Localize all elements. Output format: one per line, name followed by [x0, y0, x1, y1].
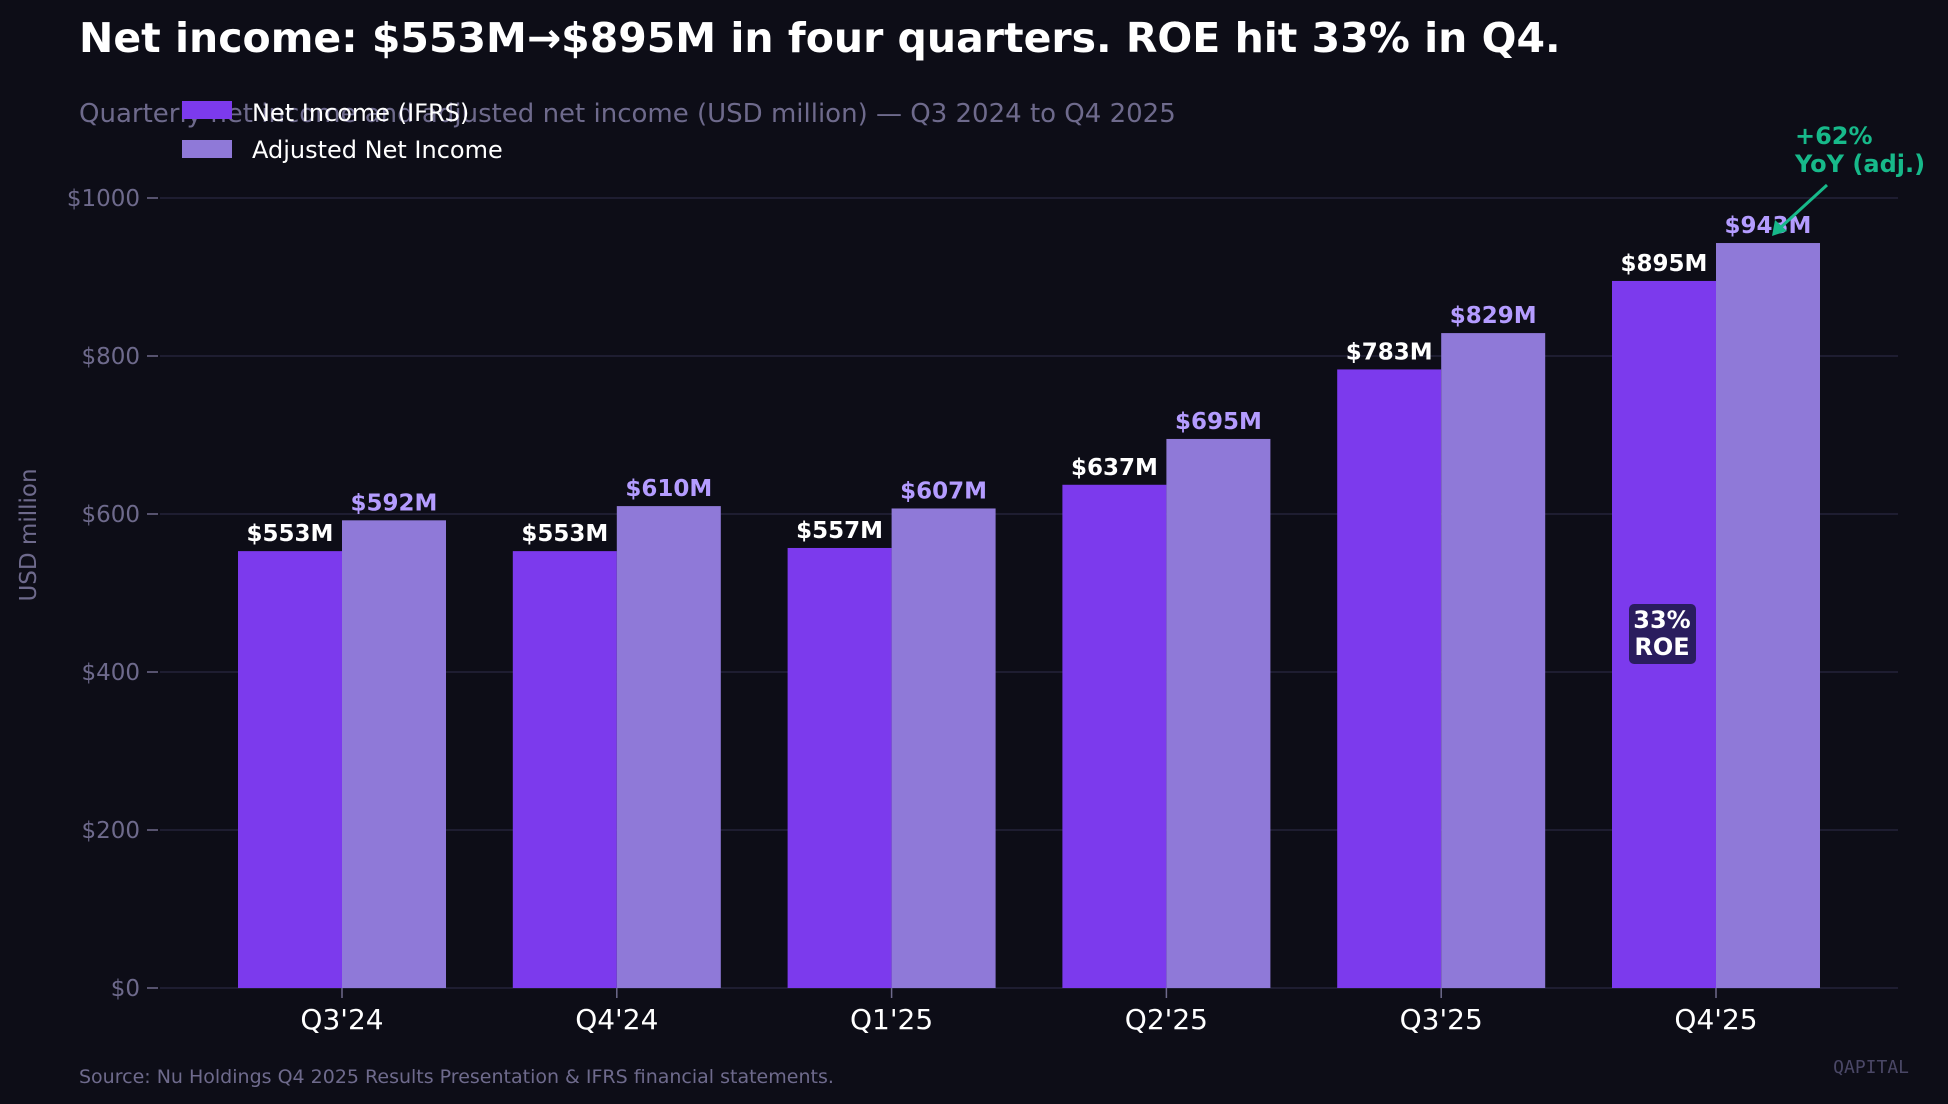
- bar-adjusted: [1441, 333, 1546, 989]
- y-axis: $0 $200 $400 $600 $800 $1000: [67, 186, 158, 1002]
- bar-adjusted: [1716, 243, 1820, 988]
- x-tick-label: Q4'24: [575, 1003, 658, 1036]
- data-label-net-income: $783M: [1346, 339, 1433, 365]
- yoy-value: +62%: [1795, 122, 1873, 150]
- data-label-net-income: $553M: [521, 521, 608, 547]
- brand-watermark: QAPITAL: [1833, 1057, 1909, 1078]
- data-label-net-income: $553M: [247, 521, 334, 547]
- chart-subtitle: Quarterly net income and adjusted net in…: [79, 99, 1176, 129]
- x-tick-label: Q3'24: [300, 1003, 383, 1036]
- x-tick-label: Q1'25: [850, 1003, 933, 1036]
- legend-label-net-income: Net Income (IFRS): [252, 99, 469, 127]
- y-tick-label: $1000: [67, 186, 140, 212]
- roe-label: ROE: [1634, 633, 1689, 661]
- bar-net-income: [1337, 369, 1442, 988]
- yoy-annotation: +62% YoY (adj.): [1772, 122, 1925, 236]
- legend-swatch-net-income: [182, 101, 232, 119]
- bar-net-income: [787, 547, 892, 988]
- bar-net-income: [512, 551, 617, 988]
- bar-adjusted: [1166, 438, 1271, 988]
- data-label-adjusted: $607M: [900, 478, 987, 504]
- data-label-net-income: $557M: [796, 518, 883, 544]
- chart-title: Net income: $553M→$895M in four quarters…: [79, 14, 1561, 62]
- yoy-arrow-head: [1772, 220, 1787, 236]
- data-label-adjusted: $610M: [625, 476, 712, 502]
- bar-net-income: [1062, 484, 1167, 988]
- legend-label-adjusted: Adjusted Net Income: [252, 136, 503, 164]
- roe-badge: [1629, 604, 1696, 664]
- bar-adjusted: [616, 506, 721, 988]
- data-label-net-income: $637M: [1071, 455, 1158, 481]
- legend: Net Income (IFRS) Adjusted Net Income: [182, 99, 503, 164]
- yoy-label: YoY (adj.): [1794, 150, 1925, 178]
- roe-value: 33%: [1633, 606, 1690, 634]
- data-label-adjusted: $695M: [1175, 409, 1262, 435]
- data-label-net-income: $895M: [1621, 251, 1708, 277]
- x-tick-label: Q4'25: [1674, 1003, 1757, 1036]
- bar-adjusted: [891, 508, 996, 988]
- source-note: Source: Nu Holdings Q4 2025 Results Pres…: [79, 1066, 834, 1088]
- x-axis: Q3'24 Q4'24 Q1'25 Q2'25 Q3'25 Q4'25: [300, 988, 1758, 1036]
- y-tick-label: $800: [81, 344, 140, 370]
- y-axis-label: USD million: [16, 468, 42, 601]
- x-tick-label: Q2'25: [1125, 1003, 1208, 1036]
- y-tick-label: $0: [111, 976, 140, 1002]
- roe-annotation: 33% ROE: [1629, 604, 1696, 664]
- data-label-adjusted: $943M: [1725, 213, 1812, 239]
- x-tick-label: Q3'25: [1400, 1003, 1483, 1036]
- bar-net-income: [238, 551, 342, 988]
- data-label-adjusted: $592M: [351, 490, 438, 516]
- bars: $553M $592M $553M $610M $557M $607M $637M $695M…: [238, 213, 1820, 989]
- bar-adjusted: [342, 520, 446, 988]
- legend-swatch-adjusted: [182, 140, 232, 158]
- y-tick-label: $600: [81, 502, 140, 528]
- y-tick-label: $400: [81, 660, 140, 686]
- data-label-adjusted: $829M: [1450, 303, 1537, 329]
- y-tick-label: $200: [81, 818, 140, 844]
- grid: [160, 197, 1898, 989]
- yoy-arrow-line: [1778, 183, 1829, 230]
